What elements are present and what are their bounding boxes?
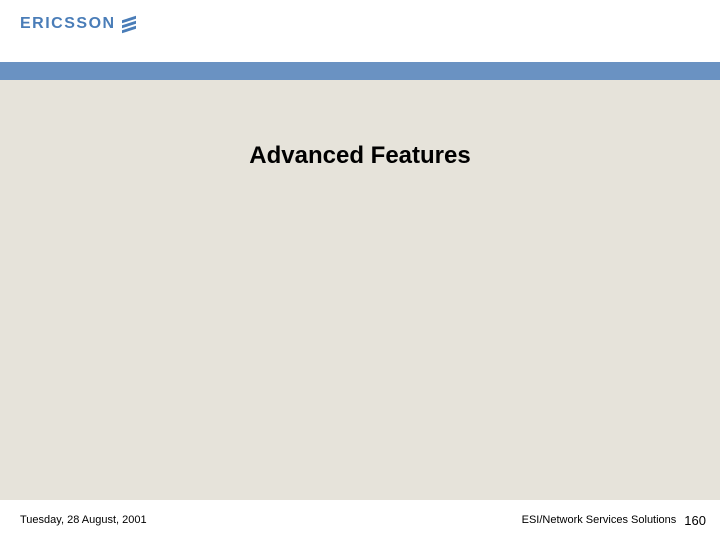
slide-title: Advanced Features	[0, 142, 720, 170]
brand-logo: ERICSSON	[20, 15, 136, 33]
content-area: Advanced Features	[0, 80, 720, 500]
brand-name: ERICSSON	[20, 15, 116, 33]
accent-band	[0, 62, 720, 80]
footer-org: ESI/Network Services Solutions	[522, 514, 677, 526]
footer-date: Tuesday, 28 August, 2001	[20, 514, 147, 526]
footer: Tuesday, 28 August, 2001 ESI/Network Ser…	[0, 500, 720, 540]
ericsson-stripes-icon	[122, 18, 136, 31]
footer-right: ESI/Network Services Solutions 160	[522, 513, 706, 528]
header: ERICSSON	[0, 0, 720, 62]
slide: ERICSSON Advanced Features Tuesday, 28 A…	[0, 0, 720, 540]
page-number: 160	[684, 513, 706, 528]
